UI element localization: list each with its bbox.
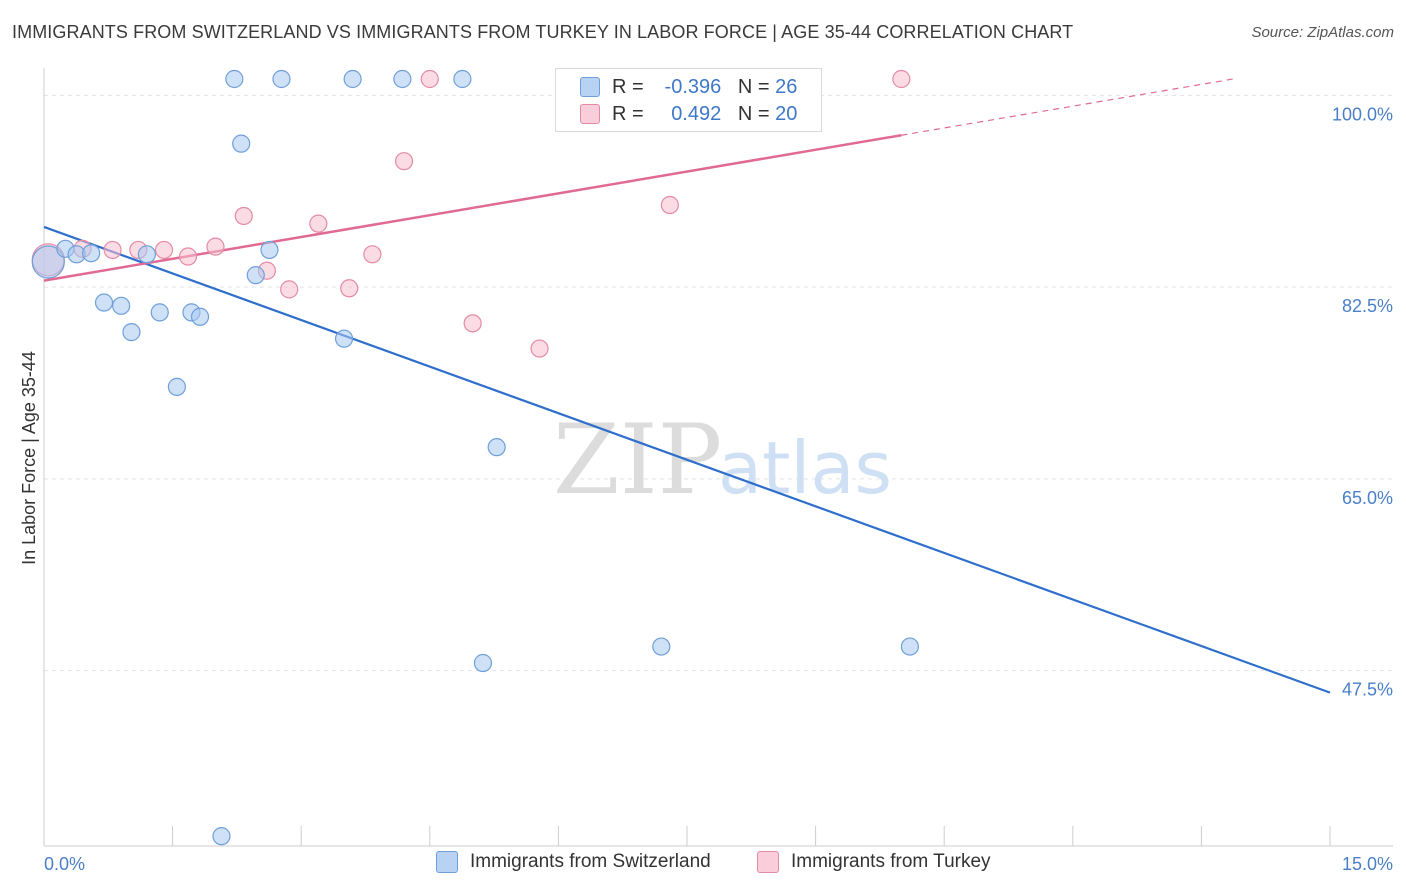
bottom-legend-label-turkey: Immigrants from Turkey [791,851,991,872]
data-point-turkey [530,339,549,358]
y-tick-label: 65.0% [1342,488,1393,508]
data-point-switzerland [900,637,920,656]
data-point-turkey [463,314,482,333]
trend-layer [43,77,1331,694]
data-point-turkey [234,206,253,226]
x-tick-label-max: 15.0% [1342,854,1393,874]
bottom-legend-item-turkey: Immigrants from Turkey [757,851,991,873]
bottom-legend-label-switzerland: Immigrants from Switzerland [470,851,711,872]
point-layer [31,69,920,846]
data-point-switzerland [272,69,291,89]
data-point-turkey [394,152,414,171]
data-point-switzerland [232,134,251,153]
data-point-switzerland [473,653,493,673]
data-point-switzerland [122,323,141,342]
bottom-legend-swatch-switzerland [436,851,458,873]
data-point-turkey [363,245,382,264]
legend-n-value-switzerland: 26 [775,75,798,98]
axis-layer: 100.0% 82.5% 65.0% 47.5% [43,68,1393,847]
data-point-turkey [154,240,174,260]
legend-r-label: R = [612,75,644,98]
legend-row-switzerland: R = -0.396 N = 26 [580,74,797,100]
legend-n-label: N = [737,75,770,98]
watermark-zip: ZIP [553,404,722,516]
data-point-switzerland [167,377,186,396]
data-point-turkey [340,279,359,298]
data-point-switzerland [94,293,114,312]
data-point-turkey [280,280,299,299]
data-point-switzerland [246,266,265,285]
data-point-turkey [892,69,911,89]
y-axis-label: In Labor Force | Age 35-44 [19,351,39,565]
data-point-switzerland [487,438,506,457]
legend: R = -0.396 N = 26 R = 0.492 N = 20 [555,68,822,132]
data-point-switzerland [82,244,101,263]
data-point-switzerland [652,637,671,656]
data-point-switzerland [453,69,472,89]
legend-r-label: R = [612,102,644,125]
data-point-turkey [309,214,328,233]
data-point-switzerland [260,240,279,260]
trend-line-1 [43,134,902,282]
bottom-legend-swatch-turkey [757,851,779,873]
legend-n-label: N = [737,102,770,125]
legend-row-turkey: R = 0.492 N = 20 [580,101,797,127]
legend-n-value-turkey: 20 [775,102,798,125]
legend-swatch-turkey [580,104,600,124]
bottom-legend: Immigrants from Switzerland Immigrants f… [0,851,1406,879]
data-point-switzerland [150,303,169,322]
chart-title: IMMIGRANTS FROM SWITZERLAND VS IMMIGRANT… [12,22,1074,42]
data-point-switzerland [225,69,244,89]
y-tick-label: 47.5% [1342,680,1393,700]
legend-r-value-turkey: 0.492 [671,102,722,125]
data-point-switzerland [334,329,354,348]
bottom-legend-item-switzerland: Immigrants from Switzerland [436,851,711,873]
source-label: Source: ZipAtlas.com [1251,24,1394,41]
y-tick-label: 100.0% [1332,104,1393,124]
data-point-switzerland [190,307,210,326]
data-point-turkey [103,240,122,260]
watermark-atlas: atlas [718,426,892,510]
data-point-switzerland [343,69,362,89]
data-point-switzerland [137,245,156,264]
data-point-turkey [420,69,439,89]
trend-line-extension-1 [901,77,1236,136]
x-tick-label-min: 0.0% [44,854,85,874]
data-point-switzerland [31,245,65,279]
data-point-turkey [178,247,198,266]
data-point-switzerland [112,296,131,315]
data-point-switzerland [393,69,412,89]
legend-r-value-switzerland: -0.396 [664,75,722,98]
y-tick-label: 82.5% [1342,296,1393,316]
data-point-switzerland [212,827,231,846]
legend-swatch-switzerland [580,77,600,97]
grid-layer [44,94,1393,672]
data-point-turkey [660,195,679,215]
trend-line-0 [43,225,1331,694]
data-point-turkey [206,237,225,256]
